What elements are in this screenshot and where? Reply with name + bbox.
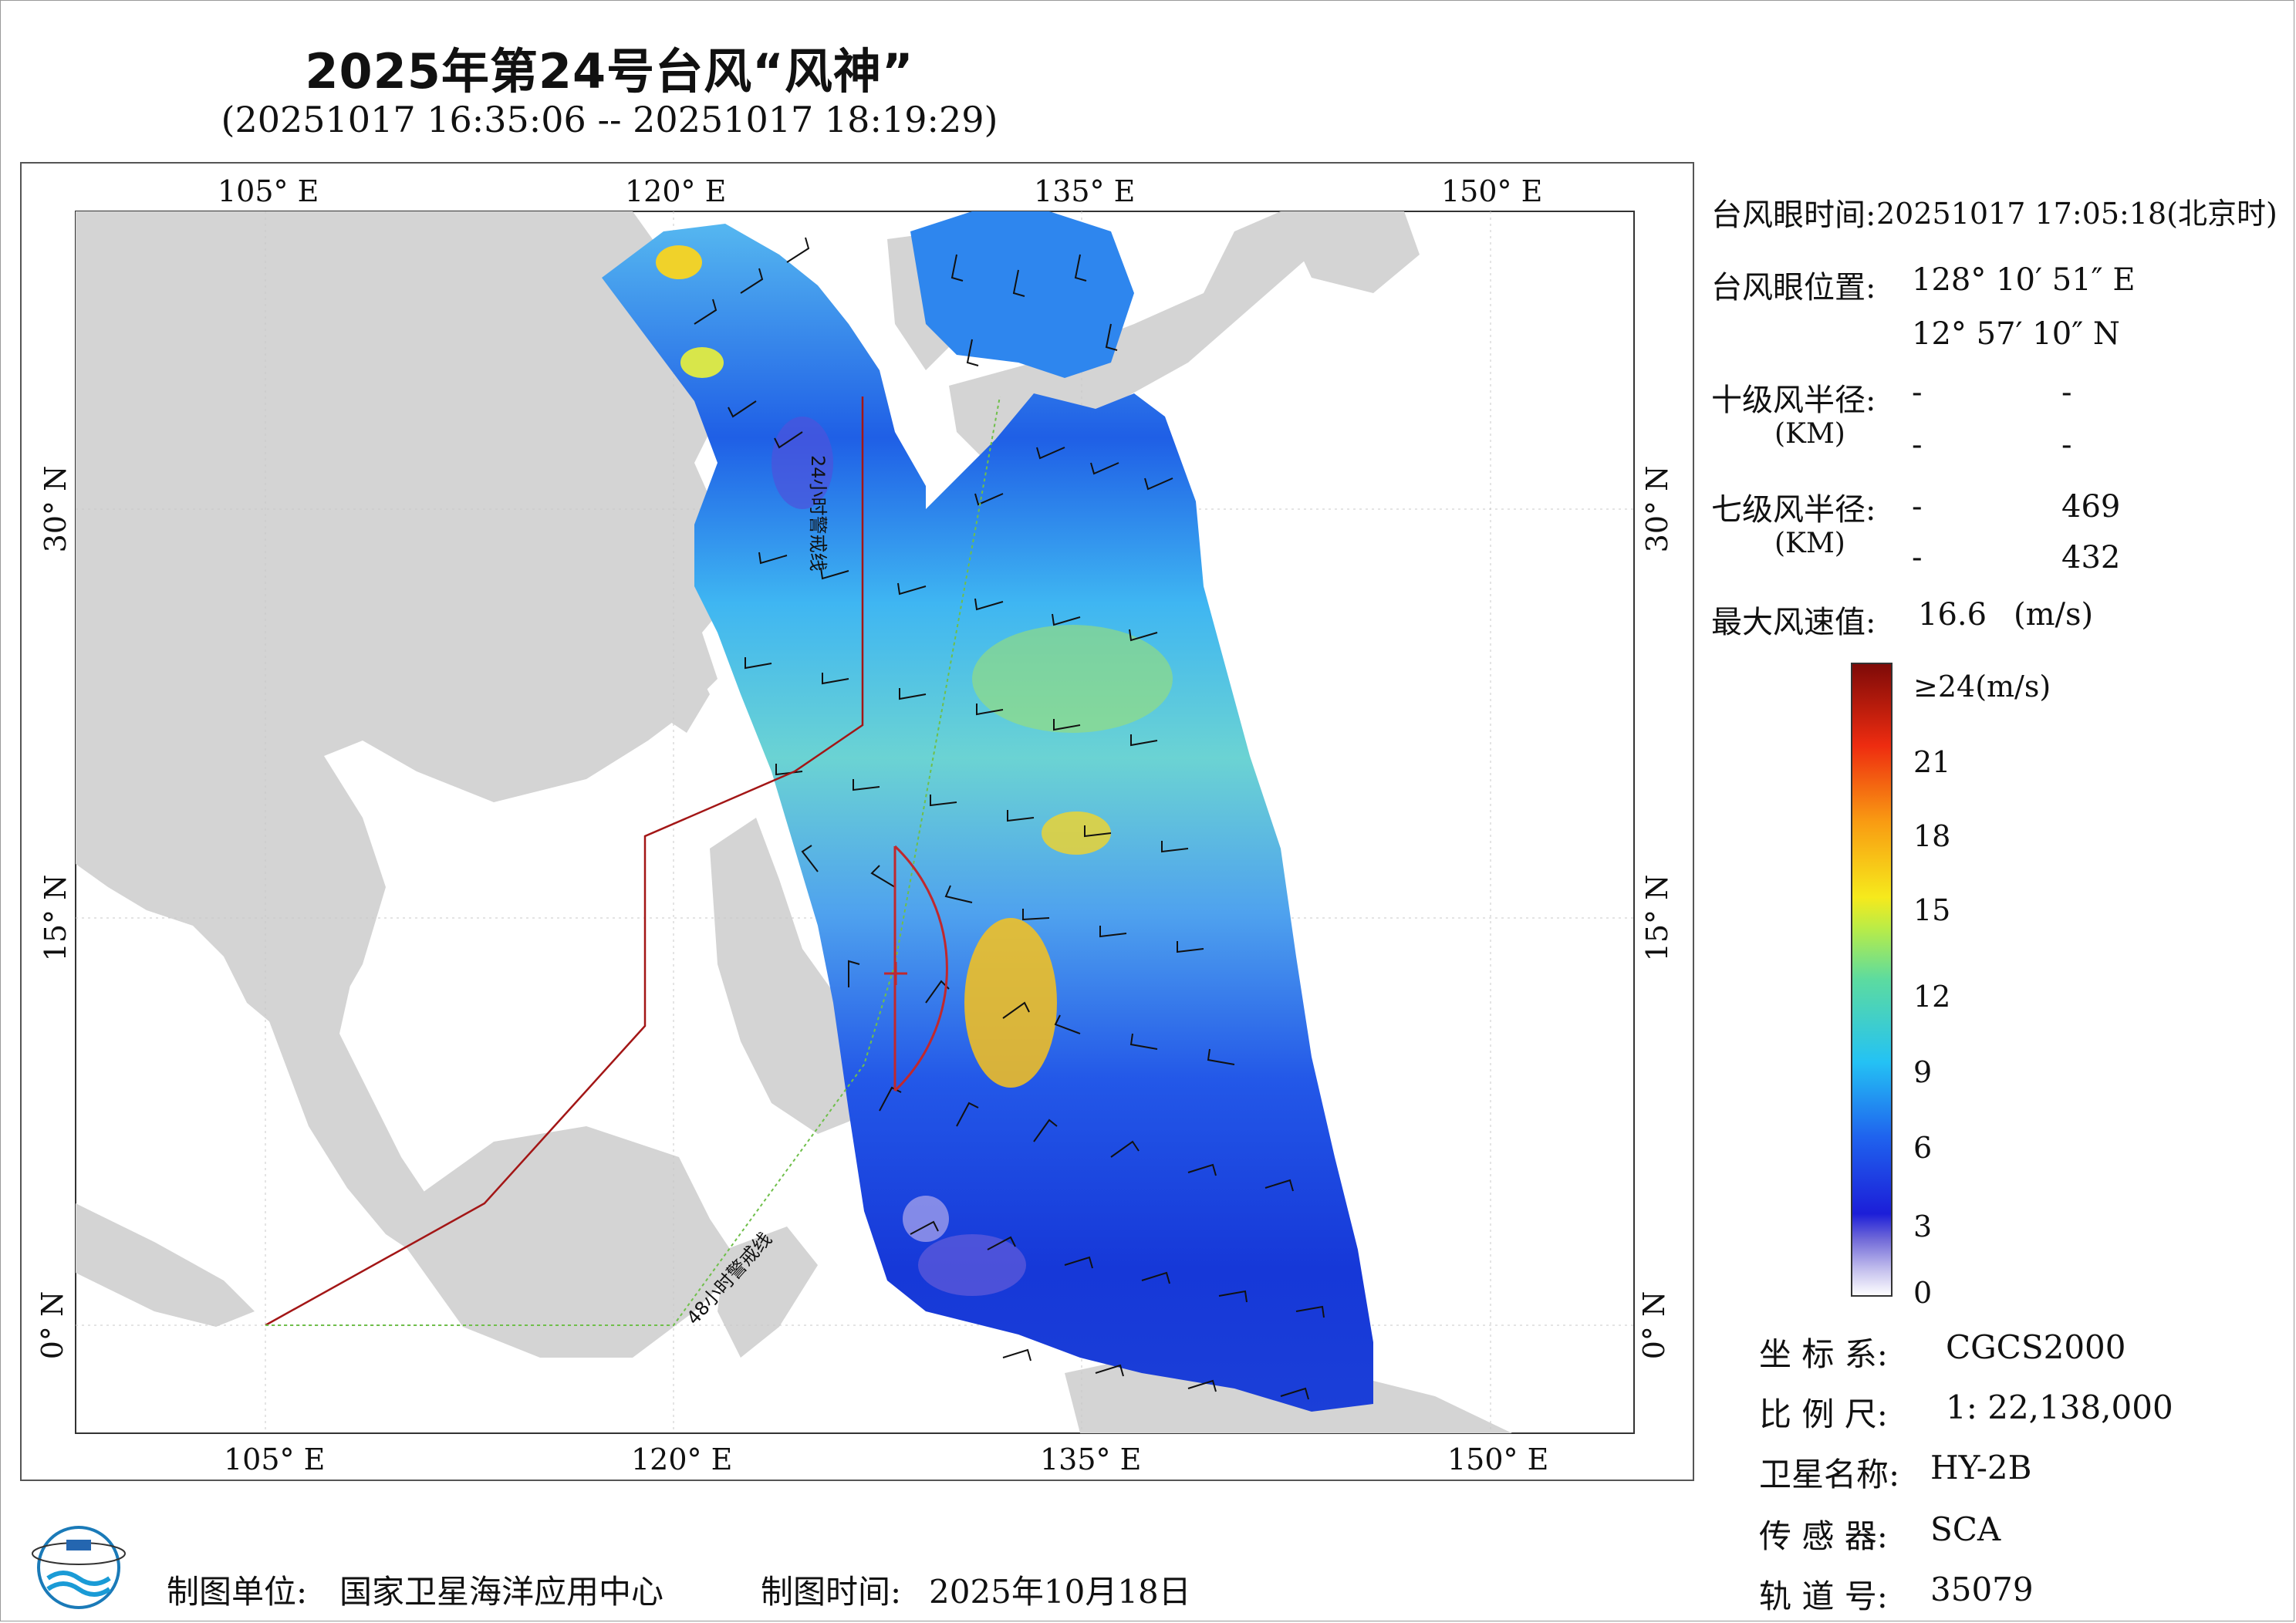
- page-title: 2025年第24号台风“风神”: [305, 43, 914, 100]
- lon-label-top-135: 135° E: [1034, 174, 1136, 208]
- footer-org-label: 制图单位:: [167, 1573, 308, 1611]
- lon-label-top-150: 150° E: [1441, 174, 1543, 208]
- orbit-value: 35079: [1930, 1571, 2034, 1608]
- r10-value-sw: -: [2061, 427, 2072, 463]
- typhoon-eye-marker: [884, 962, 907, 985]
- r10-label: 十级风半径:: [1711, 383, 1876, 418]
- lon-label-bottom-135: 135° E: [1040, 1442, 1142, 1476]
- footer-date-label: 制图时间:: [761, 1573, 902, 1611]
- crs-label: 坐 标 系:: [1759, 1335, 1888, 1373]
- lat-label-right-30: 30° N: [1640, 465, 1674, 553]
- lat-label-right-0: 0° N: [1637, 1291, 1671, 1360]
- eye-lat-value: 12° 57′ 10″ N: [1912, 316, 2120, 352]
- colorbar: [1851, 663, 1893, 1297]
- lat-label-left-30: 30° N: [39, 465, 73, 553]
- wind-swath: [602, 211, 1373, 1412]
- warning-line-48h: [265, 396, 1001, 1326]
- colorbar-tick-6: 6: [1913, 1131, 1933, 1165]
- max-wind-value: 16.6: [1918, 597, 1987, 633]
- colorbar-tick-9: 9: [1913, 1055, 1933, 1089]
- eye-pos-label: 台风眼位置:: [1711, 270, 1876, 305]
- sensor-label: 传 感 器:: [1759, 1517, 1888, 1555]
- lon-label-bottom-150: 150° E: [1447, 1442, 1549, 1476]
- colorbar-tick-12: 12: [1913, 980, 1951, 1014]
- satellite-label: 卫星名称:: [1759, 1456, 1900, 1493]
- r10-value-nw: -: [1912, 427, 1923, 463]
- wind-radius-7: [893, 845, 948, 1092]
- soa-logo: [32, 1526, 126, 1609]
- colorbar-tick-3: 3: [1913, 1210, 1933, 1243]
- warning-line-24h: [265, 396, 864, 1327]
- satellite-value: HY-2B: [1930, 1449, 2032, 1486]
- lat-label-left-0: 0° N: [35, 1291, 69, 1360]
- max-wind-unit: (m/s): [2014, 597, 2094, 633]
- r7-unit: (KM): [1774, 528, 1845, 559]
- r7-value-ne: -: [1912, 489, 1923, 525]
- footer-org-value: 国家卫星海洋应用中心: [339, 1573, 664, 1611]
- eye-time-value: 20251017 17:05:18(北京时): [1876, 197, 2277, 231]
- wind-barbs: [694, 237, 1325, 1400]
- colorbar-tick-24: ≥24(m/s): [1913, 670, 2051, 704]
- lat-label-left-15: 15° N: [39, 874, 73, 962]
- eye-lon-value: 128° 10′ 51″ E: [1912, 262, 2136, 298]
- footer-date-value: 2025年10月18日: [929, 1573, 1191, 1611]
- scale-label: 比 例 尺:: [1759, 1395, 1888, 1433]
- eye-time-label: 台风眼时间:: [1711, 197, 1876, 233]
- lat-label-right-15: 15° N: [1640, 874, 1674, 962]
- colorbar-tick-18: 18: [1913, 819, 1951, 853]
- lon-label-top-120: 120° E: [625, 174, 727, 208]
- r10-unit: (KM): [1774, 418, 1845, 450]
- lon-label-top-105: 105° E: [218, 174, 319, 208]
- max-wind-label: 最大风速值:: [1711, 605, 1876, 640]
- lon-label-bottom-105: 105° E: [224, 1442, 326, 1476]
- time-range: (20251017 16:35:06 -- 20251017 18:19:29): [221, 99, 998, 140]
- scale-value: 1: 22,138,000: [1946, 1388, 2173, 1426]
- r10-value-se: -: [2061, 375, 2072, 410]
- r10-value-ne: -: [1912, 375, 1923, 410]
- map-frame: [20, 162, 1694, 1481]
- r7-value-nw: -: [1912, 540, 1923, 575]
- colorbar-tick-0: 0: [1913, 1276, 1933, 1310]
- r7-label: 七级风半径:: [1711, 492, 1876, 528]
- lon-label-bottom-120: 120° E: [631, 1442, 733, 1476]
- sensor-value: SCA: [1930, 1510, 2001, 1548]
- warning-line-24h-label: 24小时警戒线: [807, 455, 829, 572]
- colorbar-tick-15: 15: [1913, 893, 1951, 927]
- r7-value-se: 469: [2061, 489, 2121, 525]
- colorbar-tick-21: 21: [1913, 745, 1951, 779]
- r7-value-sw: 432: [2061, 540, 2121, 575]
- crs-value: CGCS2000: [1946, 1328, 2126, 1366]
- orbit-label: 轨 道 号:: [1759, 1577, 1888, 1615]
